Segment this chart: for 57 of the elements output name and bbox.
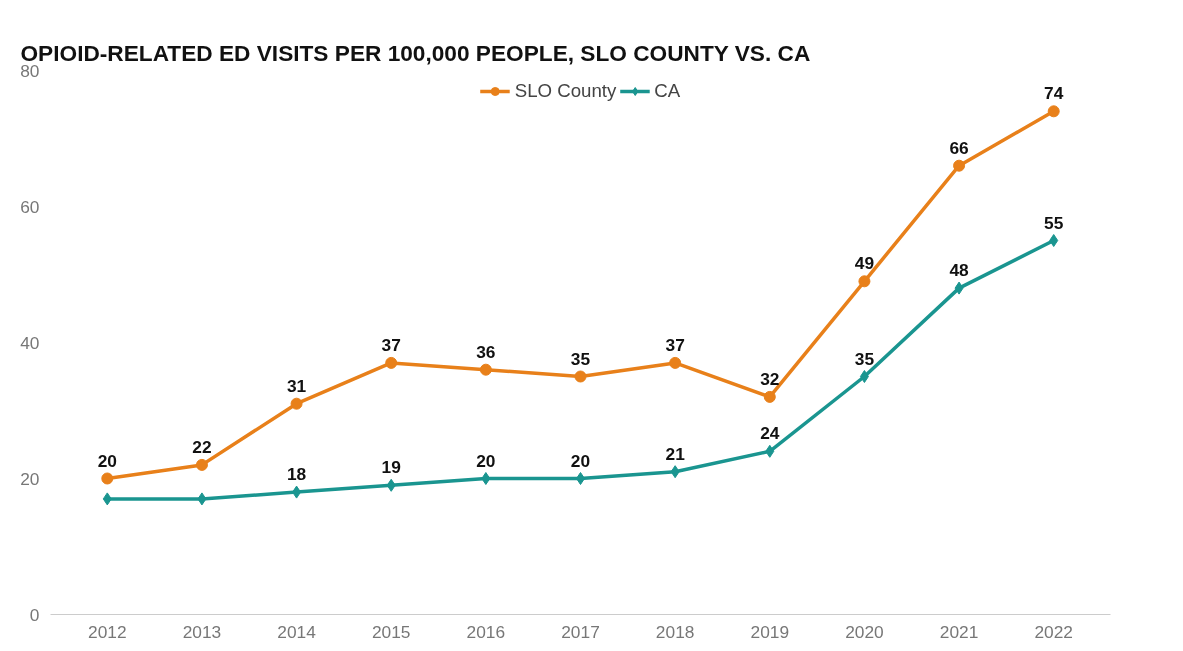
data-label: 55 (1044, 212, 1064, 233)
x-tick-label: 2012 (88, 621, 127, 642)
data-label: 35 (854, 348, 875, 369)
y-tick-label: 20 (20, 468, 40, 489)
x-tick-label: 2018 (655, 621, 695, 642)
point (765, 444, 775, 458)
data-label: 31 (286, 375, 307, 396)
data-label: 22 (192, 436, 212, 457)
x-tick-label: 2016 (466, 621, 506, 642)
point (574, 370, 587, 383)
x-tick-label: 2015 (371, 621, 411, 642)
data-label: 36 (476, 341, 496, 362)
point (290, 397, 303, 410)
data-label: 20 (476, 450, 496, 471)
x-tick-label: 2014 (277, 621, 317, 642)
data-label: 48 (949, 260, 970, 281)
point (954, 281, 964, 295)
data-label: 18 (286, 464, 307, 485)
point (101, 472, 114, 485)
data-label: 19 (381, 457, 401, 478)
point (292, 485, 302, 499)
point (859, 370, 869, 383)
data-label: 35 (570, 348, 591, 369)
point (197, 492, 207, 506)
point (670, 465, 680, 479)
legend-label: SLO County (514, 80, 617, 102)
x-tick-label: 2022 (1034, 621, 1073, 642)
point (953, 159, 966, 172)
x-tick-label: 2017 (561, 621, 600, 642)
legend-label: CA (654, 80, 681, 102)
x-tick-label: 2013 (182, 621, 222, 642)
data-label: 66 (949, 137, 970, 158)
point (479, 363, 492, 376)
data-label: 21 (665, 443, 686, 464)
point (1049, 234, 1059, 247)
data-label: 20 (97, 450, 117, 471)
y-tick-label: 60 (20, 196, 40, 217)
data-label: 74 (1044, 83, 1064, 104)
data-label: 49 (854, 253, 875, 274)
point (386, 478, 396, 492)
point (385, 356, 398, 369)
data-label: 32 (760, 368, 780, 389)
data-label: 24 (760, 423, 780, 444)
x-tick-label: 2020 (845, 621, 884, 642)
x-tick-label: 2021 (939, 621, 979, 642)
data-label: 37 (381, 334, 401, 355)
point (102, 492, 112, 506)
x-tick-label: 2019 (750, 621, 790, 642)
point (763, 390, 776, 403)
point (195, 458, 208, 471)
data-label: 20 (570, 450, 591, 471)
point (858, 275, 871, 288)
point (669, 356, 682, 369)
y-tick-label: 0 (29, 604, 40, 625)
y-tick-label: 40 (20, 332, 40, 353)
data-label: 37 (665, 334, 685, 355)
point (1047, 105, 1060, 118)
